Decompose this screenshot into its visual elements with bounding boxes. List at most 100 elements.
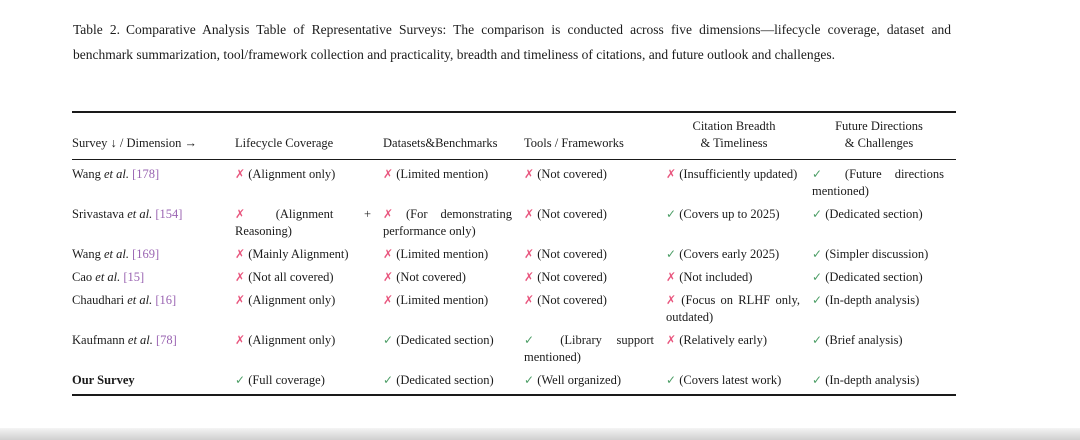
cross-icon: ✗ (235, 270, 246, 284)
citation-link[interactable]: [16] (155, 293, 177, 307)
page-edge-shadow (0, 428, 1080, 440)
header-line: & Timeliness (700, 136, 768, 150)
table-caption: Table 2. Comparative Analysis Table of Re… (73, 17, 951, 67)
cell-text: (Not all covered) (248, 270, 334, 284)
cross-icon: ✗ (235, 207, 246, 221)
survey-etal: et al. (127, 207, 153, 221)
citation-link[interactable]: [169] (132, 247, 160, 261)
table-cell: ✗ (Not covered) (524, 286, 666, 326)
cell-text: (Mainly Alignment) (248, 247, 349, 261)
cell-text: (Not covered) (537, 270, 607, 284)
cross-icon: ✗ (666, 333, 677, 347)
cell-text: (Insufficiently updated) (679, 167, 798, 181)
cell-text: (Relatively early) (679, 333, 767, 347)
cross-icon: ✗ (666, 167, 677, 181)
table-cell: ✗ (Not covered) (383, 263, 524, 286)
table-cell: ✓ (Dedicated section) (383, 326, 524, 366)
check-icon: ✓ (383, 373, 394, 387)
cell-text: (Simpler discussion) (825, 247, 929, 261)
survey-name: Cao (72, 270, 93, 284)
table-cell: ✗ (Not covered) (524, 263, 666, 286)
column-header-lifecycle-coverage: Lifecycle Coverage (235, 112, 383, 160)
cell-text: (Dedicated section) (825, 207, 923, 221)
cell-text: (Not covered) (537, 247, 607, 261)
table-cell: ✗ (Alignment only) (235, 160, 383, 201)
table-cell: ✗ (Not covered) (524, 160, 666, 201)
survey-name: Kaufmann (72, 333, 125, 347)
table-row: Chaudhari et al. [16] ✗ (Alignment only)… (72, 286, 956, 326)
cell-text: (Dedicated section) (396, 373, 494, 387)
table-cell: ✓ (Full coverage) (235, 366, 383, 395)
cell-text: (Dedicated section) (825, 270, 923, 284)
table-cell: ✓ (Covers latest work) (666, 366, 812, 395)
citation-link[interactable]: [178] (132, 167, 160, 181)
table-cell: ✓ (Well organized) (524, 366, 666, 395)
header-line: Future Directions (835, 119, 923, 133)
check-icon: ✓ (666, 247, 677, 261)
cell-text: (Not included) (679, 270, 753, 284)
survey-etal: et al. (103, 247, 129, 261)
table-cell: ✗ (For demonstrating performance only) (383, 200, 524, 240)
check-icon: ✓ (524, 333, 546, 347)
survey-name: Srivastava (72, 207, 125, 221)
column-header-future-directions: Future Directions & Challenges (812, 112, 956, 160)
column-header-survey-dimension: Survey ↓ / Dimension → (72, 112, 235, 160)
table-cell: ✓ (In-depth analysis) (812, 286, 956, 326)
table-cell: ✓ (Future directions mentioned) (812, 160, 956, 201)
table-cell: ✗ (Relatively early) (666, 326, 812, 366)
table-cell: ✗ (Alignment only) (235, 286, 383, 326)
citation-link[interactable]: [15] (123, 270, 145, 284)
column-header-datasets-benchmarks: Datasets&Benchmarks (383, 112, 524, 160)
cross-icon: ✗ (524, 293, 535, 307)
table-cell: ✗ (Insufficiently updated) (666, 160, 812, 201)
cross-icon: ✗ (235, 293, 246, 307)
cross-icon: ✗ (383, 207, 394, 221)
check-icon: ✓ (812, 247, 823, 261)
table-cell: ✗ (Not covered) (524, 200, 666, 240)
table-cell: ✗ (Limited mention) (383, 286, 524, 326)
table-cell: ✗ (Limited mention) (383, 160, 524, 201)
cell-text: (Alignment only) (248, 293, 336, 307)
check-icon: ✓ (666, 373, 677, 387)
citation-link[interactable]: [78] (156, 333, 177, 347)
table-cell: ✓ (Dedicated section) (383, 366, 524, 395)
cell-text: (Alignment only) (248, 333, 336, 347)
cell-text: (Full coverage) (248, 373, 325, 387)
citation-link[interactable]: [154] (155, 207, 183, 221)
table-row: Kaufmann et al. [78] ✗ (Alignment only) … (72, 326, 956, 366)
cross-icon: ✗ (524, 270, 535, 284)
table-cell: ✗ (Alignment + Reasoning) (235, 200, 383, 240)
table-row: Srivastava et al. [154] ✗ (Alignment + R… (72, 200, 956, 240)
header-line: & Challenges (844, 136, 914, 150)
cross-icon: ✗ (235, 333, 246, 347)
cross-icon: ✗ (666, 270, 677, 284)
survey-cell: Wang et al. [178] (72, 160, 235, 201)
cell-text: (Not covered) (396, 270, 466, 284)
survey-etal: et al. (103, 167, 129, 181)
cross-icon: ✗ (383, 247, 394, 261)
cell-text: (Covers latest work) (679, 373, 782, 387)
survey-etal: et al. (95, 270, 121, 284)
comparison-table-container: Survey ↓ / Dimension → Lifecycle Coverag… (72, 111, 956, 396)
check-icon: ✓ (812, 167, 832, 181)
table-row: Wang et al. [178] ✗ (Alignment only) ✗ (… (72, 160, 956, 201)
cell-text: (Not covered) (537, 167, 607, 181)
cross-icon: ✗ (524, 167, 535, 181)
survey-cell: Chaudhari et al. [16] (72, 286, 235, 326)
check-icon: ✓ (812, 207, 823, 221)
check-icon: ✓ (812, 333, 823, 347)
survey-name: Wang (72, 167, 101, 181)
check-icon: ✓ (383, 333, 394, 347)
cell-text: (Limited mention) (396, 293, 489, 307)
cell-text: (For demonstrating performance only) (383, 207, 513, 238)
cell-text: (Limited mention) (396, 247, 489, 261)
cross-icon: ✗ (524, 207, 535, 221)
cross-icon: ✗ (383, 270, 394, 284)
header-line: Citation Breadth (692, 119, 776, 133)
table-cell: ✗ (Not all covered) (235, 263, 383, 286)
header-row: Survey ↓ / Dimension → Lifecycle Coverag… (72, 112, 956, 160)
cross-icon: ✗ (524, 247, 535, 261)
table-cell: ✓ (Dedicated section) (812, 263, 956, 286)
cell-text: (Not covered) (537, 207, 607, 221)
cell-text: (Well organized) (537, 373, 621, 387)
